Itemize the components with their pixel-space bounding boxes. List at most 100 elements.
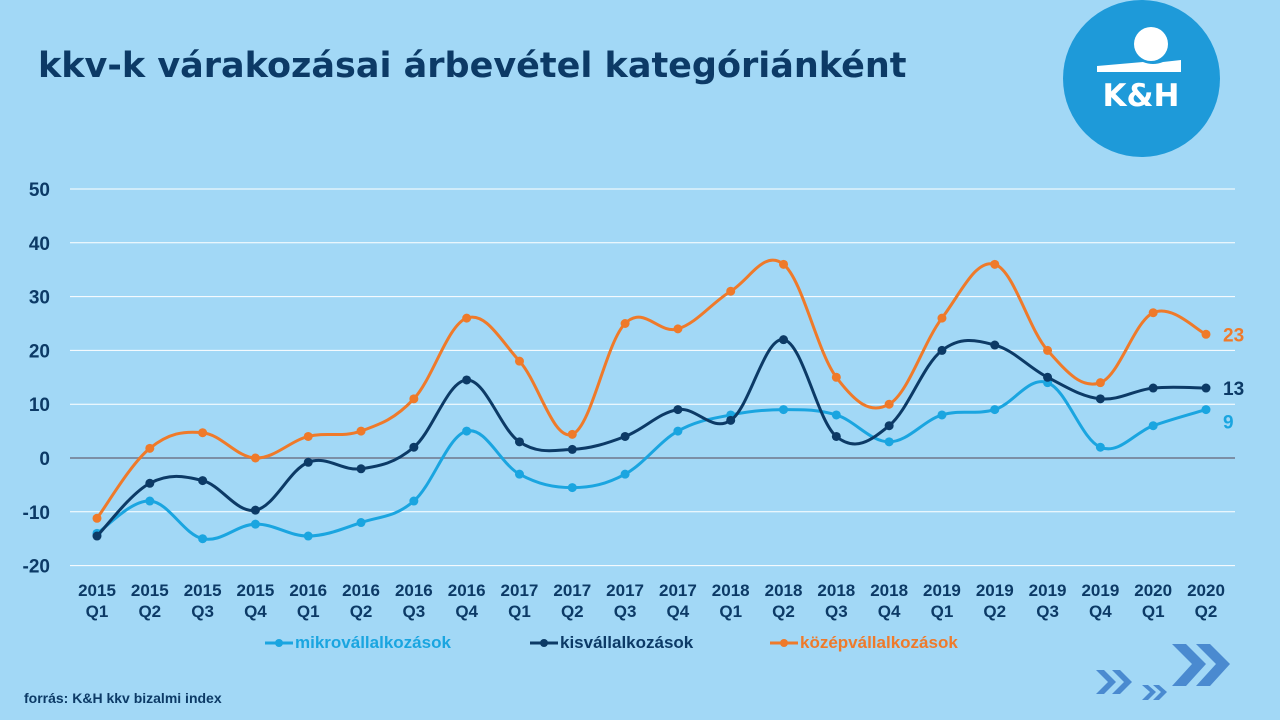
x-tick-label-year: 2019 — [1081, 581, 1119, 600]
data-point — [884, 437, 894, 447]
data-point — [409, 496, 419, 506]
data-point — [409, 394, 419, 404]
data-point — [92, 531, 102, 541]
x-tick-label-year: 2018 — [765, 581, 803, 600]
x-tick-label-quarter: Q2 — [350, 602, 373, 621]
page-title: kkv-k várakozásai árbevétel kategóriánké… — [38, 46, 907, 86]
x-tick-label-year: 2016 — [448, 581, 486, 600]
end-value-label: 23 — [1223, 325, 1244, 346]
x-tick-label-year: 2017 — [553, 581, 591, 600]
grid — [70, 188, 1235, 567]
data-point — [250, 519, 260, 529]
x-tick-label-year: 2018 — [817, 581, 855, 600]
y-tick-label: 40 — [29, 234, 50, 255]
x-tick-label-year: 2019 — [976, 581, 1014, 600]
end-value-label: 9 — [1223, 413, 1234, 434]
data-point — [145, 478, 155, 488]
source-note: forrás: K&H kkv bizalmi index — [24, 690, 222, 706]
x-tick-label-year: 2020 — [1187, 581, 1225, 600]
legend-label: középvállalkozások — [800, 633, 958, 652]
x-tick-label-year: 2017 — [606, 581, 644, 600]
data-point — [1095, 394, 1105, 404]
series-line — [95, 338, 1207, 538]
x-tick-label-quarter: Q3 — [1036, 602, 1059, 621]
data-point — [937, 345, 947, 355]
data-point — [779, 405, 789, 415]
x-tick-label-quarter: Q4 — [244, 602, 267, 621]
data-point — [462, 426, 472, 436]
end-value-label: 13 — [1223, 379, 1244, 400]
y-tick-label: 10 — [29, 395, 50, 416]
data-point — [567, 444, 577, 454]
x-tick-label-year: 2018 — [712, 581, 750, 600]
logo-circle — [1063, 0, 1220, 157]
x-tick-label-quarter: Q4 — [878, 602, 901, 621]
kh-logo: K&H — [1063, 0, 1220, 157]
data-point — [1095, 442, 1105, 452]
data-point — [409, 442, 419, 452]
x-tick-label-quarter: Q2 — [983, 602, 1006, 621]
data-point — [620, 319, 630, 328]
data-point — [990, 340, 1000, 350]
x-axis-ticks: 2015 Q1 2015 Q2 2015 Q3 2015 Q4 2016 Q1 2016 Q2 2016… — [78, 581, 1225, 621]
data-point — [1201, 383, 1211, 393]
x-tick-label-year: 2017 — [501, 581, 539, 600]
data-point — [462, 375, 472, 385]
x-tick-label-quarter: Q4 — [455, 602, 478, 621]
legend-label: mikrovállalkozások — [295, 633, 451, 652]
series-0 — [92, 378, 1211, 544]
data-point — [198, 428, 208, 438]
data-point — [567, 429, 577, 439]
x-tick-label-year: 2017 — [659, 581, 697, 600]
data-point — [1043, 372, 1053, 382]
data-point — [884, 399, 894, 409]
x-tick-label-year: 2019 — [923, 581, 961, 600]
data-point — [1148, 308, 1158, 318]
data-point — [831, 431, 841, 441]
logo-text: K&H — [1102, 78, 1179, 114]
y-tick-label: 30 — [29, 288, 50, 309]
x-tick-label-year: 2015 — [131, 581, 169, 600]
data-point — [356, 518, 366, 528]
logo-ball-icon — [1134, 27, 1168, 61]
x-tick-label-quarter: Q2 — [138, 602, 161, 621]
legend-item-kis: kisvállalkozások — [530, 633, 693, 653]
legend: mikrovállalkozások kisvállalkozások közé… — [0, 633, 1280, 655]
legend-label: kisvállalkozások — [560, 633, 694, 652]
data-point — [990, 405, 1000, 415]
x-tick-label-quarter: Q3 — [191, 602, 214, 621]
series-line — [96, 380, 1207, 541]
data-point — [937, 410, 947, 420]
data-point — [1201, 329, 1211, 339]
data-point — [92, 513, 102, 523]
data-point — [356, 464, 366, 474]
data-point — [1095, 378, 1105, 388]
data-point — [1043, 345, 1053, 355]
legend-item-kozep: középvállalkozások — [770, 633, 958, 653]
data-point — [250, 505, 260, 515]
x-tick-label-year: 2015 — [78, 581, 116, 600]
data-point — [990, 259, 1000, 269]
data-point — [198, 534, 208, 544]
data-point — [779, 259, 789, 269]
data-point — [303, 457, 313, 467]
x-tick-label-year: 2016 — [342, 581, 380, 600]
x-tick-label-quarter: Q1 — [86, 602, 109, 621]
y-tick-label: 20 — [29, 341, 50, 362]
data-point — [726, 415, 736, 425]
x-tick-label-quarter: Q3 — [825, 602, 848, 621]
x-tick-label-quarter: Q3 — [614, 602, 637, 621]
x-tick-label-year: 2015 — [184, 581, 222, 600]
x-tick-label-quarter: Q4 — [1089, 602, 1112, 621]
data-point — [884, 421, 894, 431]
legend-marker-icon — [265, 639, 293, 647]
data-point — [1201, 405, 1211, 415]
x-tick-label-year: 2018 — [870, 581, 908, 600]
data-point — [462, 313, 472, 323]
y-axis-ticks: 50 40 30 20 10 0 -10 -20 — [23, 180, 50, 578]
end-labels: 9 13 23 — [1223, 325, 1244, 433]
data-point — [831, 410, 841, 420]
y-tick-label: -10 — [23, 503, 50, 524]
data-point — [514, 356, 524, 366]
x-tick-label-year: 2016 — [395, 581, 433, 600]
